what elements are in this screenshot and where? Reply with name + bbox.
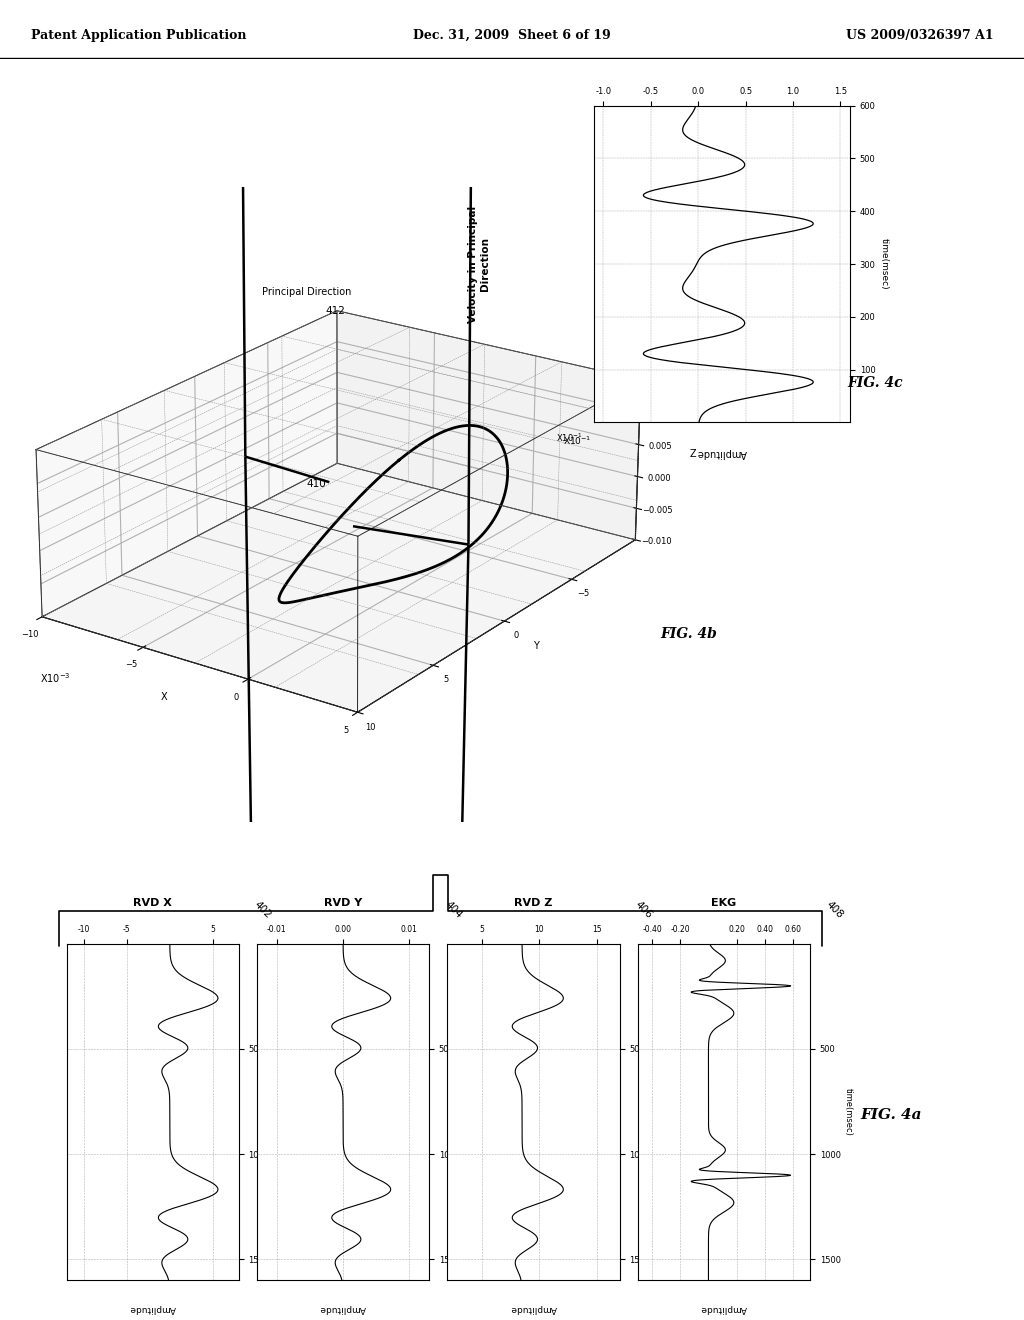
Text: Amplitude: Amplitude bbox=[700, 1304, 748, 1313]
Title: RVD Z: RVD Z bbox=[514, 898, 553, 908]
Text: Amplitude: Amplitude bbox=[697, 447, 746, 458]
Text: X10$^{-3}$: X10$^{-3}$ bbox=[40, 671, 71, 685]
Text: 402: 402 bbox=[252, 899, 273, 920]
Text: Velocity in Principal
Direction: Velocity in Principal Direction bbox=[468, 206, 489, 322]
Text: Amplitude: Amplitude bbox=[510, 1304, 557, 1313]
Text: 404: 404 bbox=[442, 899, 464, 920]
Text: US 2009/0326397 A1: US 2009/0326397 A1 bbox=[846, 29, 993, 42]
Text: Patent Application Publication: Patent Application Publication bbox=[31, 29, 246, 42]
Title: EKG: EKG bbox=[712, 898, 736, 908]
X-axis label: X: X bbox=[161, 692, 167, 702]
Y-axis label: Y: Y bbox=[532, 640, 539, 651]
Text: 406: 406 bbox=[633, 899, 654, 920]
Text: X10$^{-1}$: X10$^{-1}$ bbox=[555, 432, 582, 445]
Text: 412: 412 bbox=[326, 306, 345, 317]
Y-axis label: time(msec): time(msec) bbox=[653, 1088, 663, 1137]
Text: Amplitude: Amplitude bbox=[129, 1304, 176, 1313]
Title: RVD Y: RVD Y bbox=[324, 898, 362, 908]
Y-axis label: time(msec): time(msec) bbox=[272, 1088, 282, 1137]
Text: FIG. 4b: FIG. 4b bbox=[660, 627, 718, 640]
Title: RVD X: RVD X bbox=[133, 898, 172, 908]
Text: FIG. 4a: FIG. 4a bbox=[860, 1109, 922, 1122]
Text: 408: 408 bbox=[823, 899, 845, 920]
Text: FIG. 4c: FIG. 4c bbox=[848, 376, 903, 389]
Text: Dec. 31, 2009  Sheet 6 of 19: Dec. 31, 2009 Sheet 6 of 19 bbox=[413, 29, 611, 42]
Text: Principal Direction: Principal Direction bbox=[262, 288, 351, 297]
Y-axis label: time(msec): time(msec) bbox=[844, 1088, 853, 1137]
Y-axis label: time(msec): time(msec) bbox=[463, 1088, 472, 1137]
Y-axis label: time(msec): time(msec) bbox=[880, 238, 889, 290]
Text: X10$^{-1}$: X10$^{-1}$ bbox=[563, 436, 592, 447]
Text: Amplitude: Amplitude bbox=[319, 1304, 367, 1313]
